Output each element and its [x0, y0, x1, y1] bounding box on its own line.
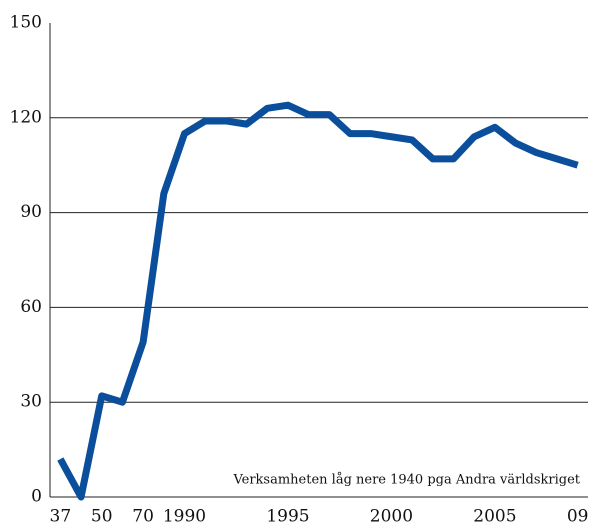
x-tick-label: 1990 [163, 507, 206, 524]
x-tick-label: 70 [132, 507, 154, 524]
y-tick-label: 150 [10, 13, 42, 33]
y-tick-label: 30 [20, 392, 42, 412]
x-tick-label: 1995 [266, 507, 309, 524]
x-tick-label: 2000 [370, 507, 413, 524]
annotation: Verksamheten låg nere 1940 pga Andra vär… [232, 472, 580, 488]
x-tick-label: 50 [91, 507, 113, 524]
y-tick-label: 60 [20, 297, 42, 317]
x-tick-label: 37 [50, 507, 72, 524]
x-tick-label: 09 [567, 507, 589, 524]
data-line [57, 101, 579, 501]
y-tick-label: 120 [10, 107, 42, 127]
y-tick-label: 0 [31, 487, 42, 507]
y-tick-label: 90 [20, 202, 42, 222]
x-tick-label: 2005 [473, 507, 516, 524]
